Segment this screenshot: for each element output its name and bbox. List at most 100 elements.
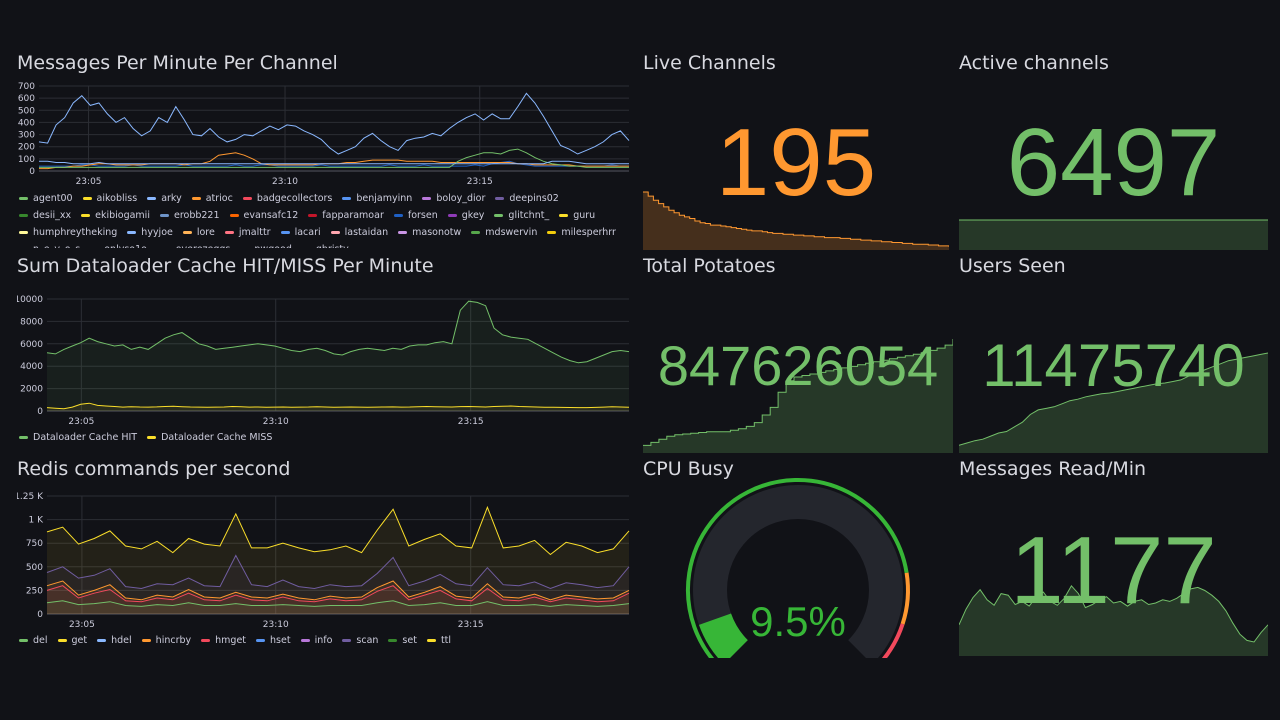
total-potatoes-value: 847626054 (657, 334, 939, 397)
legend-item[interactable]: masonotw (398, 224, 461, 241)
legend-item[interactable]: overezeggs (162, 241, 231, 248)
panel-title[interactable]: Messages Per Minute Per Channel (17, 52, 338, 74)
legend-item[interactable]: hmget (201, 632, 246, 649)
legend-item[interactable]: guru (559, 207, 595, 224)
panel-title[interactable]: Total Potatoes (643, 255, 776, 277)
legend-item[interactable]: get (57, 632, 88, 649)
legend-item[interactable]: arky (147, 190, 182, 207)
legend-item[interactable]: desii_xx (19, 207, 71, 224)
legend-swatch (422, 197, 432, 200)
legend-label: aikobliss (96, 193, 138, 204)
series-line-hmget[interactable] (46, 585, 630, 603)
cache-chart[interactable]: 0 2000 4000 6000 8000 10000 23:05 23:10 23:15 (17, 285, 630, 455)
panel-title[interactable]: Live Channels (643, 52, 776, 74)
legend-item[interactable]: info (300, 632, 332, 649)
redis-chart[interactable]: 0 250 500 750 1 K 1.25 K 23:05 23:10 23:15 (17, 488, 630, 658)
sparkline-area (959, 353, 1268, 453)
panel-title[interactable]: Active channels (959, 52, 1109, 74)
legend-item[interactable]: milesperhrr (547, 224, 616, 241)
legend-item[interactable]: erobb221 (159, 207, 220, 224)
legend-item[interactable]: onlyso1o_ (90, 241, 151, 248)
total-potatoes-sparkline (643, 339, 953, 453)
legend-item[interactable]: hset (256, 632, 291, 649)
legend-item[interactable]: forsen (393, 207, 438, 224)
panel-title[interactable]: Users Seen (959, 255, 1066, 277)
series-line-del[interactable] (46, 600, 630, 607)
y-tick-label: 10000 (17, 295, 43, 305)
messages-chart[interactable]: 0 100 200 300 400 500 600 700 23:05 23:10 23:15 (17, 80, 630, 220)
legend-label: forsen (407, 210, 438, 221)
active-channels-sparkline (959, 219, 1268, 250)
legend-label: pwgood (254, 244, 292, 248)
legend-swatch (159, 214, 169, 217)
panel-title[interactable]: Messages Read/Min (959, 458, 1147, 480)
legend-item[interactable]: Dataloader Cache MISS (147, 429, 272, 446)
legend-item[interactable]: hdel (97, 632, 132, 649)
y-tick-label: 8000 (20, 317, 43, 327)
legend-label: Dataloader Cache MISS (161, 432, 273, 443)
panel-dataloader-cache: Sum Dataloader Cache HIT/MISS Per Minute… (17, 255, 630, 450)
legend-item[interactable]: atrioc (191, 190, 233, 207)
legend-item[interactable]: scan (342, 632, 378, 649)
legend-swatch (224, 231, 234, 234)
legend-swatch (280, 231, 290, 234)
y-tick-label: 6000 (20, 340, 43, 350)
legend-item[interactable]: humphreytheking (19, 224, 117, 241)
legend-item[interactable]: hyyjoe (127, 224, 173, 241)
legend-item[interactable]: benjamyinn (342, 190, 412, 207)
legend-item[interactable]: hincrby (141, 632, 191, 649)
legend-swatch (495, 197, 505, 200)
series-line-arky[interactable] (38, 92, 630, 155)
series-line-dataloader-cache-miss[interactable] (46, 402, 630, 410)
legend-item[interactable]: agent00 (19, 190, 73, 207)
gauge-threshold-red (881, 623, 905, 658)
series-line-glitchnt-[interactable] (39, 148, 629, 168)
legend-item[interactable]: fapparamoar (308, 207, 384, 224)
series-line-scan[interactable] (46, 554, 630, 590)
legend-label: gkey (461, 210, 485, 221)
legend-label: get (71, 635, 88, 646)
legend-item[interactable]: Dataloader Cache HIT (19, 429, 137, 446)
sparkline-line (643, 191, 949, 247)
panel-title[interactable]: CPU Busy (643, 458, 734, 480)
panel-title[interactable]: Sum Dataloader Cache HIT/MISS Per Minute (17, 255, 434, 277)
active-channels-value: 6497 (1006, 109, 1221, 216)
legend-label: jmalttr (238, 227, 271, 238)
series-area (47, 403, 629, 411)
legend-item[interactable]: gkey (447, 207, 485, 224)
legend-item[interactable]: n_e_v_o_s (19, 241, 80, 248)
y-tick-label: 0 (37, 407, 43, 417)
legend-item[interactable]: ekibiogamii (81, 207, 150, 224)
legend-item[interactable]: qhristv (302, 241, 349, 248)
series-line-hyyjoe[interactable] (39, 160, 629, 165)
y-tick-label: 200 (18, 143, 35, 153)
legend-item[interactable]: ttl (426, 632, 451, 649)
legend-item[interactable]: deepins02 (495, 190, 559, 207)
legend-label: qhristv (316, 244, 349, 248)
legend-item[interactable]: boloy_dior (422, 190, 485, 207)
panel-messages-per-minute: Messages Per Minute Per Channel 0 100 200 3… (17, 52, 630, 248)
legend-item[interactable]: lore (182, 224, 215, 241)
legend-label: atrioc (205, 193, 233, 204)
sparkline-line (643, 339, 953, 446)
legend-item[interactable]: lastaidan (330, 224, 388, 241)
legend-swatch (342, 197, 352, 200)
legend-item[interactable]: lacari (280, 224, 321, 241)
legend-item[interactable]: mdswervin (471, 224, 537, 241)
series-line-hincrby[interactable] (46, 580, 630, 601)
legend-item[interactable]: jmalttr (224, 224, 271, 241)
panel-title[interactable]: Redis commands per second (17, 458, 291, 480)
series-line-forsen[interactable] (39, 160, 629, 167)
legend-item[interactable]: aikobliss (82, 190, 138, 207)
legend-swatch (229, 214, 239, 217)
legend-item[interactable]: del (19, 632, 48, 649)
series-line-dataloader-cache-hit[interactable] (46, 300, 630, 364)
legend-item[interactable]: badgecollectors (242, 190, 332, 207)
legend-swatch (57, 639, 67, 642)
legend-item[interactable]: glitchnt_ (494, 207, 549, 224)
legend-item[interactable]: evansafc12 (229, 207, 298, 224)
legend-item[interactable]: set (388, 632, 417, 649)
messages-read-min-value: 1177 (1010, 517, 1217, 624)
legend-item[interactable]: pwgood (240, 241, 292, 248)
series-line-get[interactable] (46, 505, 630, 556)
